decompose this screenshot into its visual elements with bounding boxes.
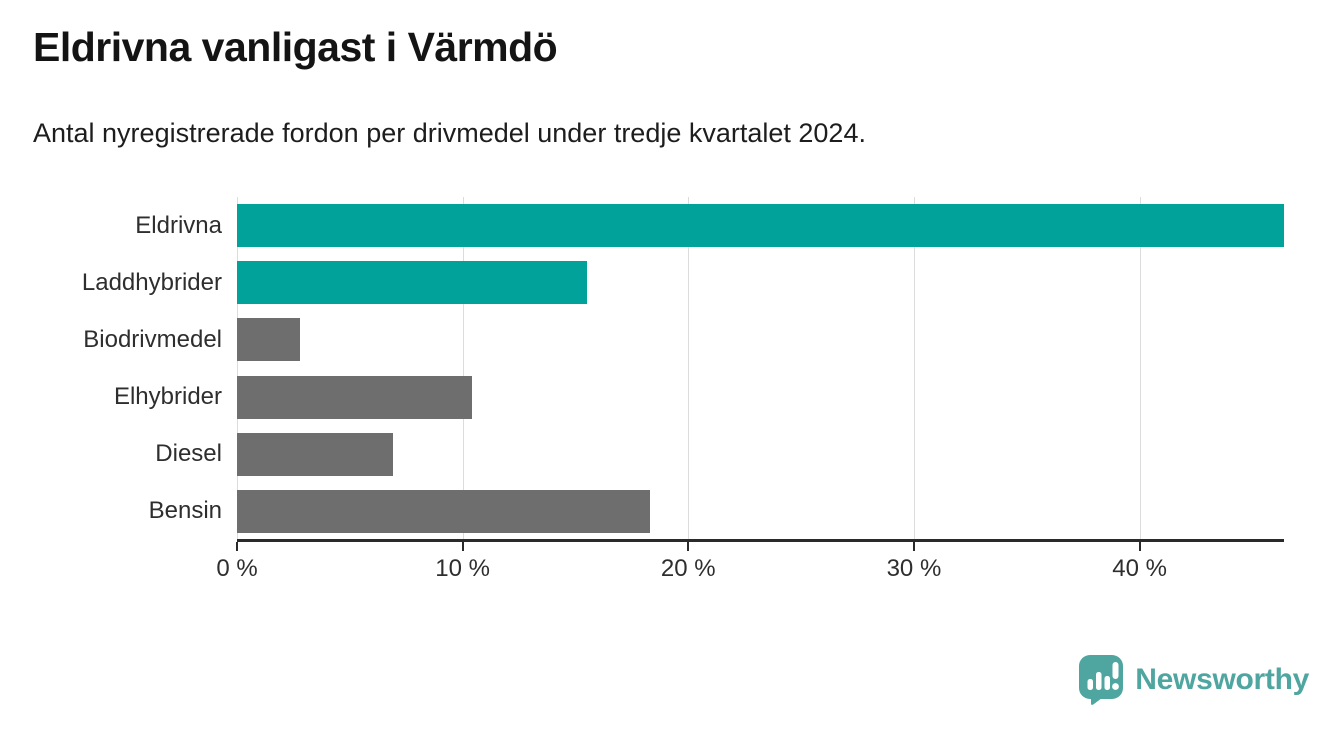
x-axis-tick: [236, 542, 238, 551]
gridline: [1139, 197, 1141, 540]
gridline: [237, 197, 238, 540]
category-label: Biodrivmedel: [83, 325, 222, 353]
plot-area: [237, 197, 1284, 540]
x-axis-tick-label: 0 %: [216, 555, 258, 582]
gridline: [913, 197, 915, 540]
x-axis-tick: [912, 542, 915, 551]
chart-subtitle: Antal nyregistrerade fordon per drivmede…: [33, 118, 866, 148]
x-axis-tick-label: 10 %: [435, 555, 490, 582]
branding: Newsworthy: [1078, 654, 1309, 706]
x-axis-tick: [461, 542, 464, 551]
x-axis-tick: [687, 542, 690, 551]
x-axis-tick-label: 40 %: [1112, 555, 1167, 582]
bar-eldrivna: [237, 204, 1284, 247]
gridline: [688, 197, 690, 540]
category-label: Eldrivna: [135, 211, 222, 239]
newsworthy-logo-icon: [1079, 655, 1124, 705]
gridline: [462, 197, 464, 540]
category-labels: Eldrivna Laddhybrider Biodrivmedel Elhybrid…: [0, 197, 222, 540]
bar-biodrivmedel: [237, 318, 301, 362]
bar-diesel: [237, 432, 393, 476]
x-axis-tick-label: 30 %: [886, 555, 942, 582]
category-label: Laddhybrider: [81, 268, 222, 296]
bar-elhybrider: [237, 375, 472, 419]
category-label: Elhybrider: [113, 383, 222, 411]
bar-bensin: [237, 489, 650, 533]
newsworthy-logo-text: Newsworthy: [1135, 663, 1309, 696]
x-axis-line: [237, 539, 1284, 542]
x-axis: 0 % 10 % 20 % 30 % 40 %: [216, 539, 1284, 599]
chart-title: Eldrivna vanligast i Värmdö: [33, 24, 558, 70]
category-label: Bensin: [148, 497, 222, 525]
x-axis-tick: [1138, 542, 1141, 551]
x-axis-tick-label: 20 %: [660, 555, 716, 582]
bar-laddhybrider: [237, 261, 587, 305]
category-label: Diesel: [155, 440, 222, 468]
